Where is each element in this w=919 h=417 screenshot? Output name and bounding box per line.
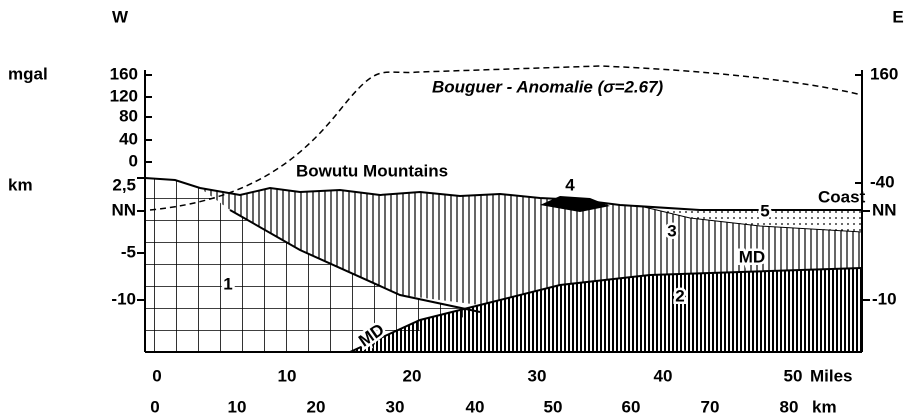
distance-axis-km-ticks: 40	[466, 397, 485, 416]
distance-axis-km-ticks: 60	[622, 397, 641, 416]
units-0: 1	[223, 274, 232, 293]
gravity-axis-right-ticks: -40	[870, 172, 895, 191]
annotations-bouguer: Bouguer - Anomalie (σ=2.67)	[432, 77, 664, 96]
gravity-axis-left-ticks: 120	[110, 86, 138, 105]
distance-axis-miles-ticks: 10	[278, 366, 297, 385]
distance-axis-km-ticks: 10	[228, 397, 247, 416]
cross-section: WEmgal16012080400160-40km2,5NN-5-10NN-10…	[0, 0, 919, 417]
gravity-axis-left-ticks: 0	[129, 151, 138, 170]
gravity-axis-left-ticks: 160	[110, 64, 138, 83]
depth-axis-left-ticks: -10	[111, 289, 136, 308]
gravity-axis-left-ticks: 80	[119, 106, 138, 125]
depth-axis-right-ticks: -10	[872, 289, 897, 308]
distance-axis-km-ticks: 80	[780, 397, 799, 416]
gravity-axis-right-ticks: 160	[870, 64, 898, 83]
distance-axis-km-ticks: 70	[701, 397, 720, 416]
gravity-axis-left-ticks: 40	[119, 129, 138, 148]
distance-axis-km-ticks: 0	[150, 397, 159, 416]
annotations-coast: Coast	[818, 187, 866, 206]
depth-axis-unit: km	[8, 175, 33, 194]
distance-axis-miles-ticks: 0	[152, 366, 161, 385]
header-east: E	[892, 7, 903, 26]
units-4: 5	[760, 201, 769, 220]
distance-axis-miles-ticks: 30	[528, 366, 547, 385]
distance-axis-km-unit: km	[812, 397, 837, 416]
depth-axis-left-ticks: NN	[111, 200, 136, 219]
units-2: 3	[667, 221, 676, 240]
header-west: W	[112, 7, 129, 26]
gravity-axis-unit: mgal	[8, 64, 48, 83]
distance-axis-miles-ticks: 40	[654, 366, 673, 385]
distance-axis-miles-unit: Miles	[810, 366, 853, 385]
units-3: 4	[565, 175, 575, 194]
distance-axis-km-ticks: 20	[307, 397, 326, 416]
depth-axis-left-ticks: -5	[121, 242, 136, 261]
units-1: 2	[675, 286, 684, 305]
depth-axis-right-ticks: NN	[872, 200, 897, 219]
distance-axis-miles-ticks: 20	[403, 366, 422, 385]
distance-axis-km-ticks: 30	[386, 397, 405, 416]
distance-axis-km-ticks: 50	[544, 397, 563, 416]
discontinuity-0: MD	[739, 247, 765, 266]
distance-axis-miles-ticks: 50	[784, 366, 803, 385]
depth-axis-left-ticks: 2,5	[112, 175, 136, 194]
annotations-mountains: Bowutu Mountains	[296, 161, 448, 180]
